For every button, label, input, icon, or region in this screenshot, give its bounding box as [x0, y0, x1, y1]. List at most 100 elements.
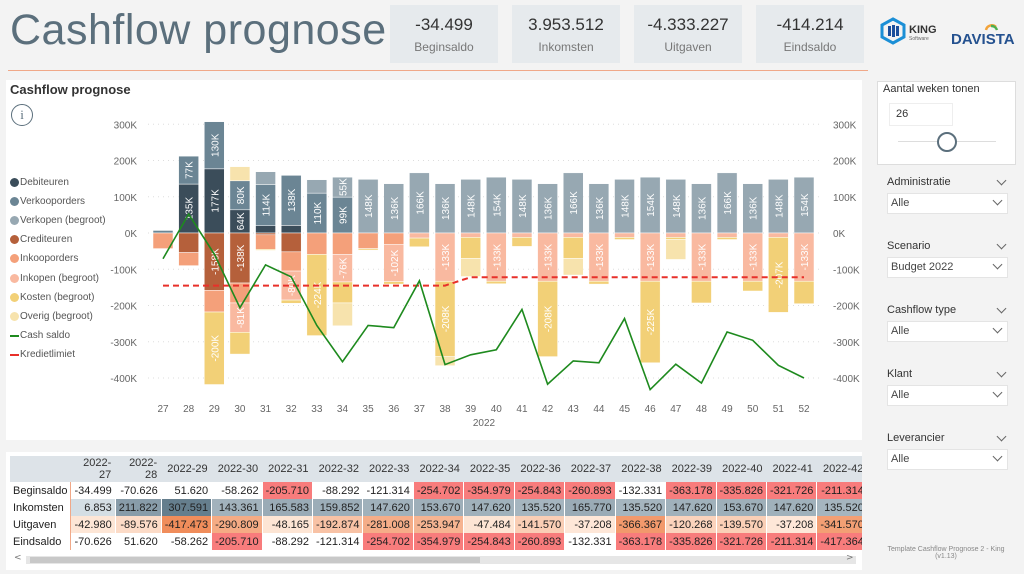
y-tick-label-left: 100K — [114, 193, 138, 204]
table-cell: 6.853 — [70, 499, 116, 516]
column-header[interactable]: 2022-37 — [564, 456, 616, 482]
column-header[interactable]: 2022-28 — [115, 456, 162, 482]
administratie-dropdown[interactable]: Alle — [887, 193, 1008, 214]
table-cell: -70.626 — [115, 482, 162, 499]
column-header[interactable]: 2022-36 — [514, 456, 565, 482]
column-header[interactable]: 2022-39 — [665, 456, 717, 482]
legend-item[interactable]: Debiteuren — [10, 175, 69, 189]
cashflow-chart: 300K 300K 200K 200K 100K 100K 0K 0K -100K -100K -2… — [110, 120, 860, 429]
table-cell: -260.893 — [564, 482, 616, 499]
table-cell: -205.710 — [262, 482, 314, 499]
table-cell: 143.361 — [211, 499, 263, 516]
administratie-collapse-chevron-icon[interactable] — [996, 175, 1007, 186]
bar-data-label: 110K — [313, 201, 324, 224]
legend-label: Crediteuren — [20, 234, 73, 246]
leverancier-dropdown[interactable]: Alle — [887, 449, 1008, 470]
cashflow-type-collapse-chevron-icon[interactable] — [996, 303, 1007, 314]
column-header[interactable]: 2022-40 — [716, 456, 767, 482]
bar-segment-verkooporders — [280, 175, 302, 226]
bar-data-label: -158K — [210, 248, 221, 275]
legend-item[interactable]: Kosten (begroot) — [10, 290, 95, 304]
davista-logo: DAVISTA — [950, 20, 1016, 48]
legend-item[interactable]: Cash saldo — [10, 329, 70, 343]
kredietlimiet-line — [163, 276, 804, 287]
table-cell: -121.314 — [312, 533, 364, 550]
leverancier-collapse-chevron-icon[interactable] — [996, 431, 1007, 442]
bar-segment-inkopen-begroot- — [511, 232, 533, 238]
bar-data-label: -133K — [749, 243, 760, 270]
table-cell: -417.364 — [816, 533, 862, 550]
corner-header — [10, 456, 71, 482]
kpi-value: -414.214 — [776, 15, 844, 34]
x-tick-label: 31 — [260, 404, 272, 415]
legend-item[interactable]: Crediteuren — [10, 233, 72, 247]
weeks-slicer-label: Aantal weken tonen — [883, 83, 980, 95]
column-header[interactable]: 2022-34 — [413, 456, 464, 482]
column-header[interactable]: 2022-33 — [362, 456, 414, 482]
legend-item[interactable]: Inkopen (begroot) — [10, 271, 99, 285]
table-cell: -417.473 — [161, 516, 213, 533]
table-cell: 147.620 — [665, 499, 717, 516]
legend-item[interactable]: Verkopen (begroot) — [10, 213, 106, 227]
bar-segment-inkooporders — [255, 234, 276, 250]
column-header[interactable]: 2022-31 — [262, 456, 313, 482]
column-header[interactable]: 2022-35 — [463, 456, 515, 482]
kpi-label: Uitgaven — [664, 40, 712, 54]
bar-segment-debiteuren — [255, 225, 276, 234]
weeks-slider-handle[interactable] — [937, 132, 957, 152]
y-tick-label-right: 100K — [833, 193, 857, 204]
cashflow-type-dropdown[interactable]: Alle — [887, 321, 1008, 342]
bar-segment-kosten-begroot- — [357, 248, 379, 251]
klant-collapse-chevron-icon[interactable] — [996, 367, 1007, 378]
legend-dot-icon — [10, 235, 19, 245]
column-header[interactable]: 2022-41 — [766, 456, 817, 482]
bar-segment-kosten-begroot- — [255, 249, 276, 251]
column-header[interactable]: 2022-27 — [70, 456, 116, 482]
table-cell: -70.626 — [70, 533, 116, 550]
kpi-uitgaven: -4.333.227 Uitgaven — [634, 5, 742, 63]
dropdown-value: Alle — [891, 389, 910, 401]
table-cell: -363.178 — [615, 533, 667, 550]
klant-dropdown[interactable]: Alle — [887, 385, 1008, 406]
info-icon[interactable]: i — [11, 104, 33, 126]
bar-data-label: 166K — [415, 191, 426, 215]
legend-item[interactable]: Overig (begroot) — [10, 309, 93, 323]
legend-item[interactable]: Verkooporders — [10, 194, 85, 208]
scroll-right-arrow[interactable]: > — [846, 553, 854, 563]
legend-item[interactable]: Inkooporders — [10, 252, 78, 266]
scrollbar-thumb[interactable] — [30, 557, 480, 563]
y-tick-label-left: -200K — [110, 302, 137, 313]
kpi-value: -4.333.227 — [647, 15, 729, 34]
legend-item[interactable]: Kredietlimiet — [10, 348, 75, 362]
y-tick-label-right: -100K — [833, 265, 860, 276]
scenario-dropdown[interactable]: Budget 2022 — [887, 257, 1008, 278]
scenario-collapse-chevron-icon[interactable] — [996, 239, 1007, 250]
table-cell: 135.520 — [816, 499, 862, 516]
bar-data-label: -208K — [441, 305, 452, 332]
column-header[interactable]: 2022-38 — [615, 456, 666, 482]
table-cell: -58.262 — [211, 482, 263, 499]
bar-segment-inkopen-begroot- — [460, 232, 481, 238]
x-tick-label: 30 — [234, 404, 246, 415]
column-header[interactable]: 2022-30 — [211, 456, 263, 482]
column-header[interactable]: 2022-29 — [161, 456, 212, 482]
x-tick-label: 29 — [209, 404, 221, 415]
chart-title: Cashflow prognose — [10, 82, 131, 97]
x-tick-label: 40 — [491, 404, 503, 415]
weeks-input[interactable]: 26 — [889, 103, 953, 126]
page-title: Cashflow prognose — [10, 6, 387, 54]
header-divider — [8, 70, 868, 71]
legend-label: Kredietlimiet — [20, 349, 76, 361]
x-tick-label: 33 — [311, 404, 323, 415]
table-cell: -363.178 — [665, 482, 717, 499]
bar-segment-verkooporders — [152, 230, 174, 234]
bar-data-label: 136K — [697, 196, 708, 220]
bar-segment-crediteuren — [255, 232, 276, 236]
bar-data-label: -133K — [441, 243, 452, 270]
bar-segment-kosten-begroot- — [614, 237, 635, 240]
legend-dot-icon — [10, 311, 19, 321]
column-header[interactable]: 2022-42 — [816, 456, 862, 482]
scroll-left-arrow[interactable]: < — [14, 553, 22, 563]
table-cell: -253.947 — [413, 516, 465, 533]
column-header[interactable]: 2022-32 — [312, 456, 363, 482]
